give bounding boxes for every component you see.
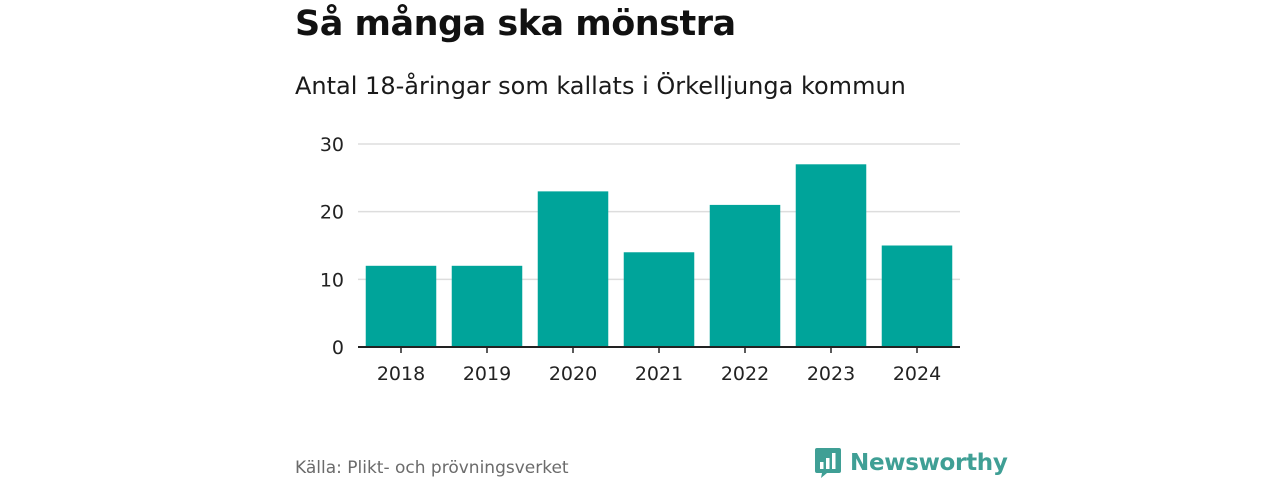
bars <box>365 164 953 347</box>
bar-2019 <box>451 265 523 347</box>
x-tick-label: 2022 <box>721 363 769 385</box>
bar-2023 <box>795 164 867 347</box>
axes: 0 10 20 30 2018 2019 2020 2021 2022 2023 2024 <box>320 134 960 385</box>
x-tick-label: 2023 <box>807 363 855 385</box>
x-tick-label: 2024 <box>893 363 941 385</box>
bar-2018 <box>365 265 437 347</box>
chart-subtitle: Antal 18-åringar som kallats i Örkelljun… <box>295 72 906 100</box>
bar-2024 <box>881 245 953 347</box>
source-note: Källa: Plikt- och prövningsverket <box>295 458 569 478</box>
x-tick-label: 2019 <box>463 363 511 385</box>
x-tick-label: 2021 <box>635 363 683 385</box>
y-tick-label: 30 <box>320 134 344 156</box>
bar-2020 <box>537 191 609 347</box>
y-tick-label: 20 <box>320 202 344 224</box>
y-tick-label: 10 <box>320 269 344 291</box>
brand-logo: Newsworthy <box>814 446 1008 480</box>
brand-name: Newsworthy <box>850 450 1008 476</box>
x-tick-label: 2020 <box>549 363 597 385</box>
newsworthy-logo-icon <box>815 448 841 478</box>
bar-2021 <box>623 252 695 347</box>
bar-2022 <box>709 204 781 347</box>
x-tick-label: 2018 <box>377 363 425 385</box>
y-tick-label: 0 <box>332 337 344 359</box>
bar-chart: 0 10 20 30 2018 2019 2020 2021 2022 2023 2024 <box>320 134 960 385</box>
chart-title: Så många ska mönstra <box>295 4 736 44</box>
